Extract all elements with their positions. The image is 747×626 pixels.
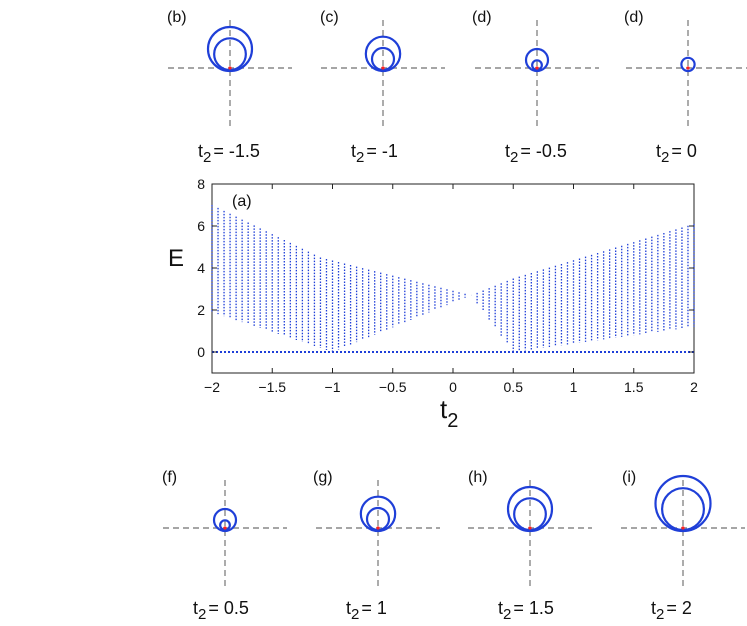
y-axis-label: E	[168, 245, 184, 272]
inset-panel: (c) t2 = -1	[320, 9, 445, 166]
panel-label: (c)	[320, 9, 339, 26]
panel-label: (g)	[313, 469, 333, 486]
inner-loop	[660, 487, 705, 532]
inner-loop	[219, 519, 231, 532]
x-axis-label: t2	[440, 394, 458, 432]
main-plot: −2 −1.5 −1 −0.5 0 0.5 1 1.5 2 0 2 4 6 8 (a) Et2	[168, 176, 698, 432]
panel-caption: t2 = -0.5	[505, 141, 567, 166]
panel-label: (b)	[167, 9, 187, 26]
y-tick-label: 2	[197, 302, 205, 318]
inset-panel: (b) t2 = -1.5	[167, 9, 292, 166]
y-tick-label: 4	[197, 260, 205, 276]
origin-marker	[228, 66, 232, 70]
origin-marker	[381, 66, 385, 70]
energy-bands	[211, 205, 695, 352]
origin-marker	[681, 526, 685, 530]
panel-label: (f)	[162, 469, 177, 486]
origin-marker	[528, 526, 532, 530]
inset-panel: (i) t2 = 2	[621, 469, 745, 623]
x-tick-label: 0	[449, 379, 457, 395]
x-tick-label: 0.5	[504, 379, 524, 395]
inset-panel: (h) t2 = 1.5	[468, 469, 592, 623]
x-tick-label: −1	[325, 379, 341, 395]
x-tick-label: −1.5	[258, 379, 286, 395]
panel-label: (d)	[472, 9, 492, 26]
panel-caption: t2 = -1	[351, 141, 398, 166]
x-tick-label: 2	[690, 379, 698, 395]
y-tick-label: 0	[197, 344, 205, 360]
panel-label: (h)	[468, 469, 488, 486]
panel-caption: t2 = 1	[346, 598, 387, 623]
inner-loop	[213, 37, 247, 72]
inner-loop	[365, 506, 391, 532]
inset-panel: (d) t2 = 0	[624, 9, 747, 166]
inset-panel: (g) t2 = 1	[313, 469, 440, 623]
inner-loop	[513, 497, 547, 532]
origin-marker	[223, 526, 227, 530]
panel-caption: t2 = 0	[656, 141, 697, 166]
inner-loop	[370, 46, 396, 72]
panel-label: (i)	[622, 469, 636, 486]
plot-frame	[211, 183, 695, 374]
origin-marker	[686, 66, 690, 70]
x-tick-label: −0.5	[379, 379, 407, 395]
panel-label: (a)	[232, 193, 252, 210]
inset-panel: (f) t2 = 0.5	[162, 469, 287, 623]
origin-marker	[535, 66, 539, 70]
y-tick-label: 6	[197, 218, 205, 234]
panel-label: (d)	[624, 9, 644, 26]
panel-caption: t2 = -1.5	[198, 141, 260, 166]
inset-panel: (d) t2 = -0.5	[472, 9, 599, 166]
inner-loop	[531, 59, 543, 72]
x-tick-label: −2	[204, 379, 220, 395]
panel-caption: t2 = 0.5	[193, 598, 249, 623]
origin-marker	[376, 526, 380, 530]
panel-caption: t2 = 2	[651, 598, 692, 623]
y-tick-label: 8	[197, 176, 205, 192]
panel-caption: t2 = 1.5	[498, 598, 554, 623]
outer-loop	[680, 56, 696, 73]
x-tick-label: 1.5	[624, 379, 644, 395]
x-tick-label: 1	[570, 379, 578, 395]
